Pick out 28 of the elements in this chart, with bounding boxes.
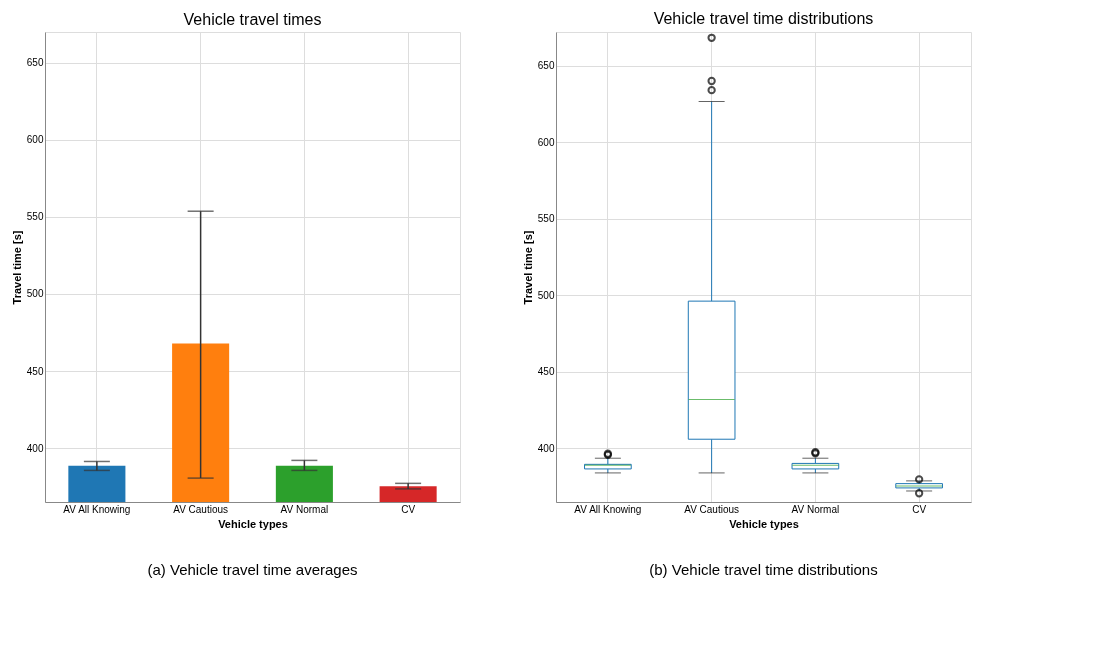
y-axis-title: Travel time [s] [10,230,23,305]
y-tick-label: 400 [537,442,555,454]
y-tick-label: 550 [26,211,44,223]
x-tick-label: AV Cautious [173,503,229,515]
text: (a) Vehicle travel time averages [147,561,358,578]
y-tick-label: 650 [537,60,555,72]
y-tick-label: 450 [26,365,44,377]
x-axis-title: Vehicle types [218,517,288,530]
text: (b) Vehicle travel time distributions [649,561,878,578]
y-tick-label: 500 [537,289,555,301]
x-tick-label: AV All Knowing [574,503,642,515]
y-tick-label: 400 [26,442,44,454]
x-tick-label: AV Normal [280,503,329,515]
x-axis-title: Vehicle types [729,517,799,530]
y-axis-title: Travel time [s] [521,230,534,305]
x-tick-label: AV Cautious [684,503,740,515]
y-tick-label: 450 [537,366,555,378]
y-tick-label: 600 [537,136,555,148]
x-tick-label: AV Normal [791,503,840,515]
chart-title: Vehicle travel times [183,11,322,28]
y-tick-label: 550 [537,213,555,225]
y-tick-label: 500 [26,288,44,300]
x-tick-label: CV [401,503,416,515]
x-tick-label: AV All Knowing [63,503,131,515]
x-tick-label: CV [912,503,927,515]
chart-title: Vehicle travel time distributions [653,9,874,27]
y-tick-label: 600 [26,134,44,146]
y-tick-label: 650 [26,57,44,69]
